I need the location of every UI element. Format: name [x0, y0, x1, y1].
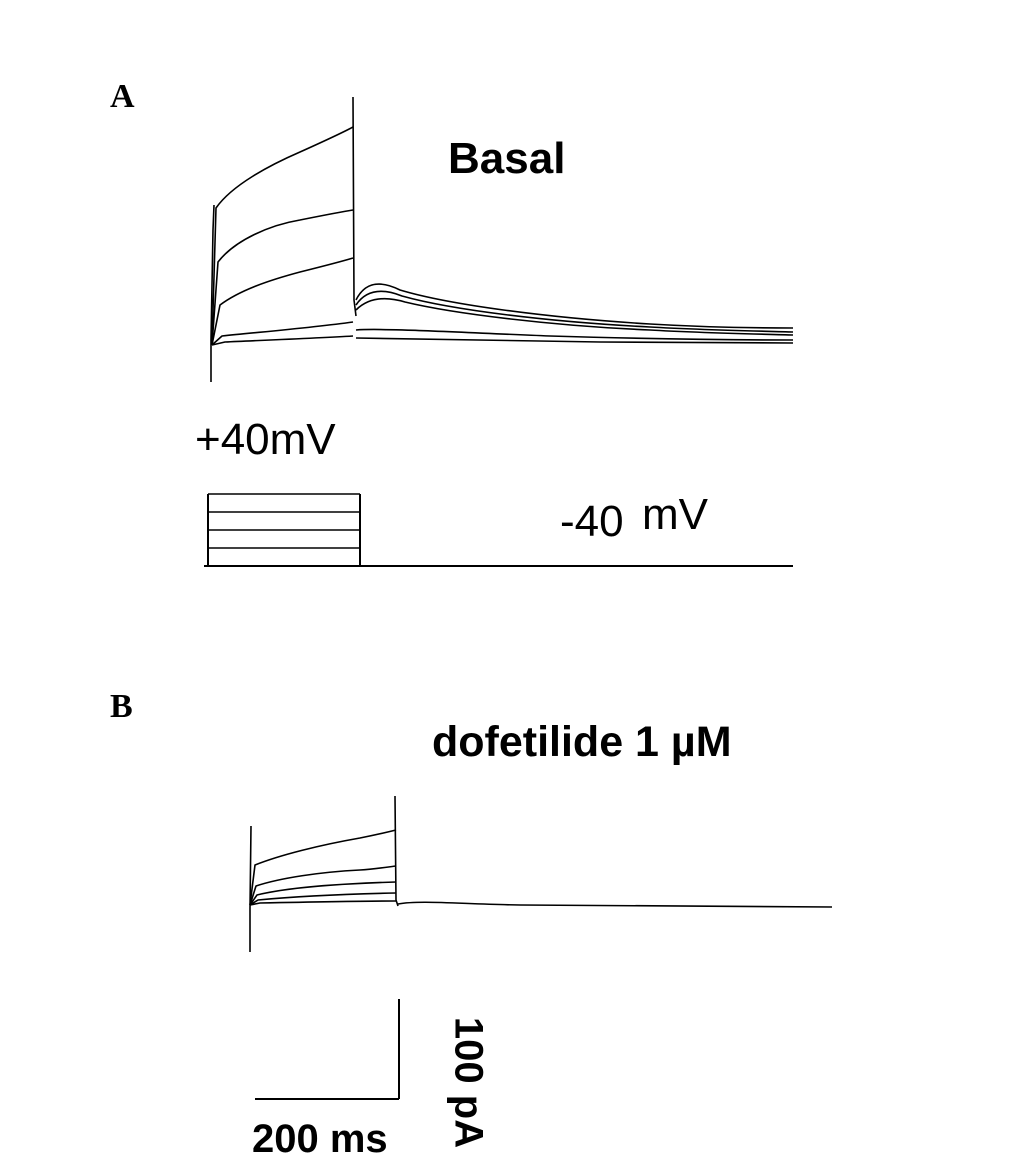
holding-voltage-value: -40 [560, 497, 624, 546]
condition-title-dofetilide: dofetilide 1 µM [432, 718, 732, 766]
panel-b-trace-4 [249, 892, 397, 906]
scale-bar [255, 999, 400, 1100]
holding-voltage-unit: mV [642, 490, 708, 539]
panel-b-trace-1 [249, 829, 397, 906]
panel-a-trace-1 [211, 126, 354, 346]
panel-letter-b: B [110, 688, 133, 725]
panel-a-trace-5 [211, 335, 354, 346]
panel-a-capacitive-transient [210, 204, 215, 382]
panel-a-voltage-protocol [204, 493, 793, 567]
scale-time-label: 200 ms [252, 1117, 388, 1161]
panel-b-step-end-spike [394, 795, 399, 907]
panel-a-tail-1 [355, 283, 794, 329]
panel-b-trace-3 [249, 881, 397, 906]
panel-a-trace-4 [211, 321, 354, 346]
condition-title-basal: Basal [448, 134, 566, 183]
panel-letter-a: A [110, 78, 135, 115]
panel-a-traces [210, 96, 794, 382]
panel-a-tail-3 [355, 297, 794, 336]
panel-b-trace-5 [249, 900, 397, 906]
panel-b-trace-2 [249, 865, 397, 906]
panel-b-capacitive-transient [249, 825, 252, 952]
panel-a-tail-4 [355, 328, 794, 341]
panel-a-tail-5 [355, 337, 794, 344]
panel-a-step-end-spike [352, 96, 357, 317]
panel-a-trace-2 [211, 209, 354, 346]
panel-a-tail-2 [355, 290, 794, 333]
panel-b-tail [397, 901, 833, 908]
panel-b-traces [249, 795, 833, 952]
step-voltage-label: +40mV [195, 415, 336, 464]
panel-a-trace-3 [211, 257, 354, 346]
